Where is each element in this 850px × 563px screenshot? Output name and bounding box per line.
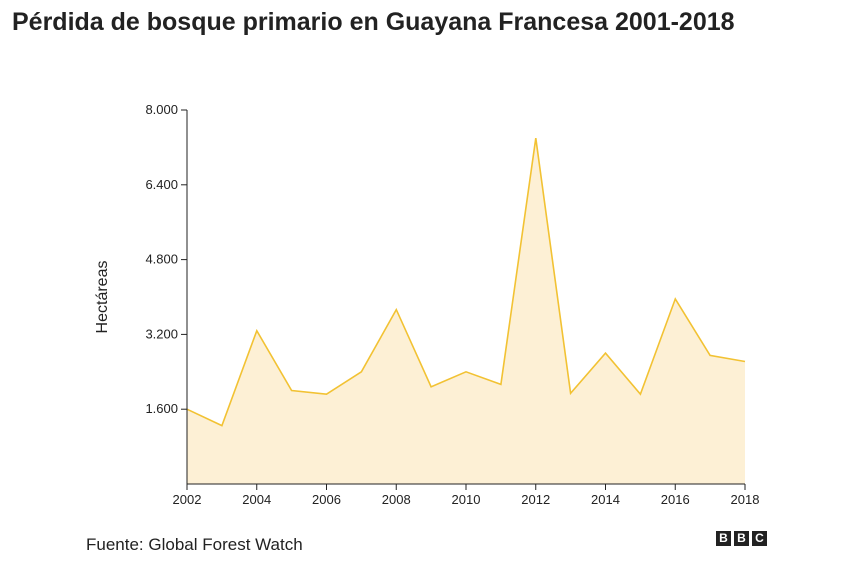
x-tick-label: 2016 — [661, 492, 690, 507]
x-tick-label: 2008 — [382, 492, 411, 507]
source-note: Fuente: Global Forest Watch — [86, 535, 303, 554]
y-tick-label: 3.200 — [145, 326, 178, 341]
x-tick-label: 2018 — [731, 492, 760, 507]
y-tick-label: 6.400 — [145, 177, 178, 192]
x-tick-label: 2014 — [591, 492, 620, 507]
x-tick-label: 2002 — [173, 492, 202, 507]
y-tick-label: 8.000 — [145, 102, 178, 117]
y-axis-label: Hectáreas — [94, 261, 111, 334]
x-tick-label: 2010 — [452, 492, 481, 507]
logo-letter: C — [752, 531, 767, 546]
x-tick-label: 2006 — [312, 492, 341, 507]
x-tick-label: 2004 — [242, 492, 271, 507]
y-tick-label: 1.600 — [145, 401, 178, 416]
x-tick-label: 2012 — [521, 492, 550, 507]
bbc-logo: B B C — [716, 531, 767, 546]
y-tick-label: 4.800 — [145, 252, 178, 267]
chart-title: Pérdida de bosque primario en Guayana Fr… — [12, 8, 735, 36]
logo-letter: B — [734, 531, 749, 546]
area-fill — [187, 138, 745, 484]
logo-letter: B — [716, 531, 731, 546]
